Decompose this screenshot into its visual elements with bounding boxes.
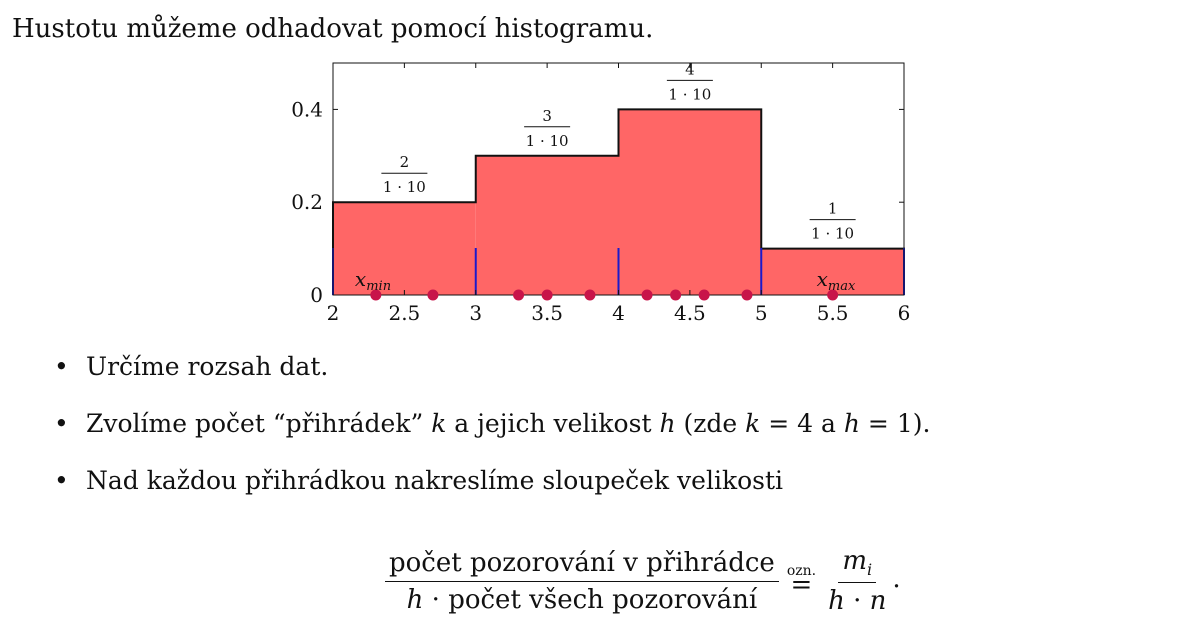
y-tick-label: 0.4 <box>291 97 323 121</box>
fraction-numerator: 2 <box>400 153 410 171</box>
data-point <box>541 289 553 301</box>
fraction-numerator: 3 <box>542 107 552 125</box>
fraction-denominator: 1 · 10 <box>811 225 854 243</box>
bullet-text: a jejich velikost <box>446 409 660 438</box>
math-h: h <box>659 409 676 438</box>
histogram-bar <box>475 155 619 295</box>
formula-rhs-denominator: h · n <box>824 583 890 616</box>
math-n: n <box>869 586 887 617</box>
math-k: k <box>431 409 447 438</box>
data-point <box>427 289 439 301</box>
x-tick-label: 4 <box>612 301 625 325</box>
x-tick-label: 6 <box>898 301 911 325</box>
x-tick-label: 5.5 <box>817 301 849 325</box>
histogram-bar <box>618 109 762 296</box>
y-tick-label: 0.2 <box>291 190 323 214</box>
dot-operator: · <box>844 586 870 617</box>
bullet-list: Určíme rozsah dat. Zvolíme počet “přihrá… <box>48 352 930 523</box>
density-formula: počet pozorování v přihrádce h · počet v… <box>385 546 901 616</box>
data-point <box>513 289 525 301</box>
math-h: h <box>406 584 424 615</box>
ozn-label: ozn. <box>786 563 817 580</box>
x-tick-label: 5 <box>755 301 768 325</box>
formula-lhs-denominator: h · počet všech pozorování <box>403 582 761 615</box>
x-tick-label: 3 <box>469 301 482 325</box>
fraction-denominator: 1 · 10 <box>668 85 711 103</box>
bar-value-label: 1 1 · 10 <box>809 200 856 243</box>
y-tick-label: 0 <box>310 283 323 307</box>
math-h: h <box>843 409 860 438</box>
x-tick-label: 3.5 <box>531 301 563 325</box>
defined-equals: ozn. = <box>787 564 816 598</box>
math-sub-i: i <box>867 560 873 580</box>
data-point <box>641 289 653 301</box>
bullet-text: Nad každou přihrádkou nakreslíme sloupeč… <box>86 466 784 495</box>
histogram-bar <box>333 202 476 295</box>
data-point <box>827 289 839 301</box>
formula-lhs-fraction: počet pozorování v přihrádce h · počet v… <box>385 548 779 615</box>
fraction-numerator: 4 <box>685 60 695 78</box>
formula-period: . <box>892 564 901 595</box>
xmin-label-subscript: min <box>366 279 391 294</box>
histogram-bar <box>761 248 904 295</box>
bullet-text: = 1). <box>859 409 931 438</box>
xmin-label: xmin <box>355 267 391 294</box>
formula-rhs-numerator: mi <box>838 546 877 584</box>
math-h: h <box>828 586 845 617</box>
fraction-denominator: 1 · 10 <box>383 178 426 196</box>
x-tick-label: 4.5 <box>674 301 706 325</box>
histogram-outline <box>332 108 905 295</box>
data-point <box>698 289 710 301</box>
bullet-item-range: Určíme rozsah dat. <box>48 352 930 409</box>
bar-value-label: 2 1 · 10 <box>381 153 428 196</box>
formula-rhs-fraction: mi h · n <box>824 546 890 616</box>
data-point <box>370 289 382 301</box>
data-point <box>741 289 753 301</box>
bar-value-label: 4 1 · 10 <box>666 60 713 103</box>
denominator-text: · počet všech pozorování <box>423 584 758 615</box>
formula-lhs-numerator: počet pozorování v přihrádce <box>385 548 779 582</box>
math-k: k <box>745 409 761 438</box>
fraction-denominator: 1 · 10 <box>526 132 569 150</box>
bullet-text: Určíme rozsah dat. <box>86 352 329 381</box>
bullet-text: = 4 a <box>760 409 844 438</box>
intro-sentence: Hustotu můžeme odhadovat pomocí histogra… <box>12 14 654 44</box>
xmax-label-subscript: max <box>828 279 856 294</box>
bullet-item-bars: Nad každou přihrádkou nakreslíme sloupeč… <box>48 466 930 523</box>
bullet-item-bins: Zvolíme počet “přihrádek” k a jejich vel… <box>48 409 930 466</box>
data-point <box>670 289 682 301</box>
equals-sign: = <box>790 570 813 601</box>
bullet-text: (zde <box>675 409 746 438</box>
fraction-numerator: 1 <box>828 200 838 218</box>
x-tick-label: 2.5 <box>388 301 420 325</box>
x-tick-label: 2 <box>327 301 340 325</box>
plot-frame <box>332 62 905 296</box>
math-m: m <box>842 546 867 576</box>
data-point <box>584 289 596 301</box>
bullet-text: Zvolíme počet “přihrádek” <box>86 409 432 438</box>
bar-value-label: 3 1 · 10 <box>524 107 571 150</box>
